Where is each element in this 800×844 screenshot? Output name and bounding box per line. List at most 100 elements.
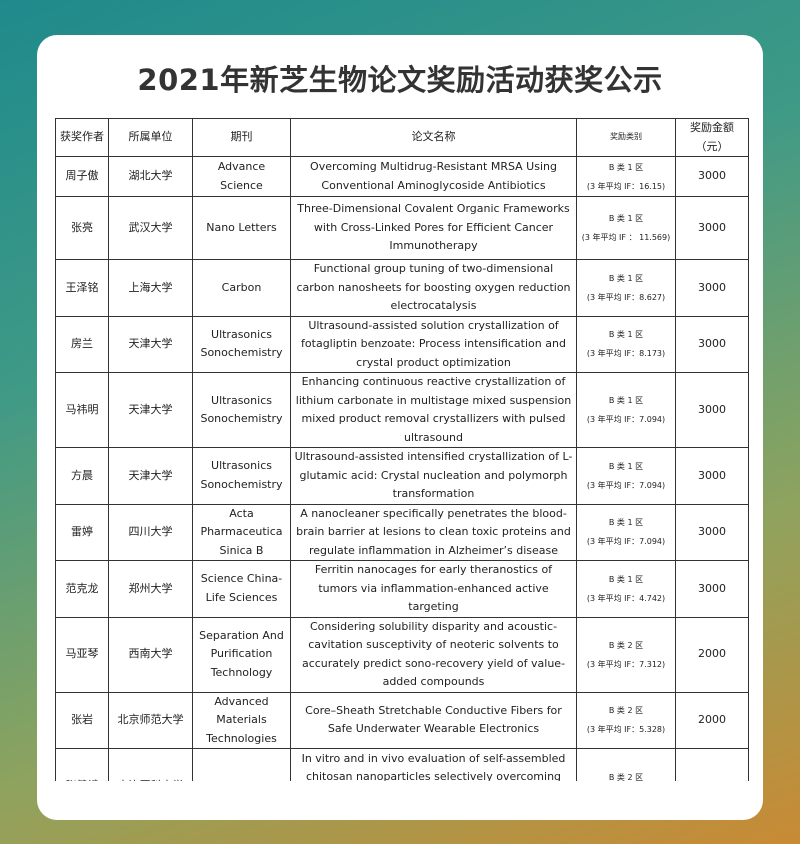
- awards-table-container: 获奖作者 所属单位 期刊 论文名称 奖励类别 奖励金额（元） 周子傲 湖北大学 Ad…: [55, 118, 749, 781]
- journal-cell: Science China- Life Sciences: [192, 560, 291, 618]
- journal-cell: Ultrasonics Sonochemistry: [192, 447, 291, 505]
- impact-factor: (3 年平均 IF：16.15): [586, 181, 666, 191]
- category-cell: B 类 1 区 (3 年平均 IF：16.15): [576, 156, 676, 197]
- paper-title-cell: Three-Dimensional Covalent Organic Frame…: [290, 196, 577, 260]
- paper-title-cell: Ultrasound-assisted intensified crystall…: [290, 447, 577, 505]
- journal-cell: Advance Science: [192, 156, 291, 197]
- amount-cell: 3000: [675, 503, 749, 561]
- impact-factor: (3 年平均 IF：7.312): [586, 659, 666, 669]
- category-label: B 类 1 区: [608, 461, 644, 471]
- unit-cell: 天津大学: [108, 447, 193, 505]
- unit-cell: 四川大学: [108, 503, 193, 561]
- impact-factor: (3 年平均 IF：5.328): [586, 725, 666, 735]
- amount-cell: 2000: [675, 691, 749, 749]
- unit-cell: 天津大学: [108, 372, 193, 448]
- amount-cell: 3000: [675, 259, 749, 317]
- author-cell: 张亮: [55, 196, 109, 260]
- author-cell: 王泽铭: [55, 259, 109, 317]
- paper-title-cell: Core–Sheath Stretchable Conductive Fiber…: [290, 691, 577, 749]
- impact-factor: (3 年平均 IF：8.173): [586, 349, 666, 359]
- impact-factor: (3 年平均 IF：8.627): [586, 292, 666, 302]
- unit-cell: 大连医科大学: [108, 748, 193, 781]
- amount-cell: 3000: [675, 447, 749, 505]
- author-cell: 马亚琴: [55, 616, 109, 693]
- table-row: 马祎明 天津大学 Ultrasonics Sonochemistry Enhancin…: [55, 372, 749, 448]
- paper-title-cell: Ultrasound-assisted solution crystalliza…: [290, 315, 577, 373]
- table-row: 王泽铭 上海大学 Carbon Functional group tuning of …: [55, 259, 749, 317]
- table-row: 房兰 天津大学 Ultrasonics Sonochemistry Ultrasoun…: [55, 315, 749, 373]
- category-label: B 类 1 区: [608, 396, 644, 405]
- unit-cell: 天津大学: [108, 315, 193, 373]
- header-author: 获奖作者: [55, 118, 109, 157]
- category-label: B 类 2 区: [608, 706, 644, 716]
- category-label: B 类 1 区: [608, 214, 644, 223]
- paper-title-cell: In vitro and in vivo evaluation of self-…: [290, 748, 577, 781]
- journal-cell: Drug Delivery: [192, 748, 291, 781]
- table-row: 周子傲 湖北大学 Advance Science Overcoming Multidr…: [55, 156, 749, 197]
- author-cell: 周子傲: [55, 156, 109, 197]
- amount-cell: 3000: [675, 315, 749, 373]
- journal-cell: Nano Letters: [192, 196, 291, 260]
- header-paper: 论文名称: [290, 118, 577, 157]
- category-label: B 类 1 区: [608, 330, 644, 340]
- journal-cell: Separation And Purification Technology: [192, 616, 291, 693]
- unit-cell: 武汉大学: [108, 196, 193, 260]
- paper-title-cell: Ferritin nanocages for early theranostic…: [290, 560, 577, 618]
- category-cell: B 类 1 区 (3 年平均 IF：7.094): [576, 372, 676, 448]
- author-cell: 马祎明: [55, 372, 109, 448]
- journal-cell: Ultrasonics Sonochemistry: [192, 372, 291, 448]
- category-cell: B 类 1 区 (3 年平均 IF ： 11.569): [576, 196, 676, 260]
- unit-cell: 郑州大学: [108, 560, 193, 618]
- category-label: B 类 2 区: [608, 772, 644, 782]
- category-cell: B 类 1 区 (3 年平均 IF：7.094): [576, 447, 676, 505]
- table-row: 张亮 武汉大学 Nano Letters Three-Dimensional Cova…: [55, 196, 749, 260]
- paper-title-cell: Considering solubility disparity and aco…: [290, 616, 577, 693]
- category-cell: B 类 1 区 (3 年平均 IF：7.094): [576, 503, 676, 561]
- journal-cell: Advanced Materials Technologies: [192, 691, 291, 749]
- paper-title-cell: Enhancing continuous reactive crystalliz…: [290, 372, 577, 448]
- category-label: B 类 1 区: [608, 574, 644, 584]
- author-cell: 房兰: [55, 315, 109, 373]
- unit-cell: 湖北大学: [108, 156, 193, 197]
- amount-cell: 2000: [675, 616, 749, 693]
- table-row: 方晨 天津大学 Ultrasonics Sonochemistry Ultrasoun…: [55, 447, 749, 505]
- category-label: B 类 1 区: [608, 518, 644, 528]
- unit-cell: 北京师范大学: [108, 691, 193, 749]
- impact-factor: (3 年平均 IF：4.742): [586, 593, 666, 603]
- journal-cell: Carbon: [192, 259, 291, 317]
- category-cell: B 类 1 区 (3 年平均 IF：8.173): [576, 315, 676, 373]
- unit-cell: 上海大学: [108, 259, 193, 317]
- header-journal: 期刊: [192, 118, 291, 157]
- header-amount: 奖励金额（元）: [675, 118, 749, 157]
- category-cell: B 类 2 区 (3 年平均 IF：5.328): [576, 691, 676, 749]
- table-row: 张岩 北京师范大学 Advanced Materials Technologies C…: [55, 691, 749, 749]
- table-row: 范克龙 郑州大学 Science China- Life Sciences Ferri…: [55, 560, 749, 618]
- category-cell: B 类 1 区 (3 年平均 IF：8.627): [576, 259, 676, 317]
- amount-cell: 3000: [675, 156, 749, 197]
- table-row: 张健斌大连医科大学Drug DeliveryIn vitro and in vi…: [55, 748, 749, 782]
- category-label: B 类 1 区: [608, 162, 644, 172]
- category-label: B 类 2 区: [608, 640, 644, 650]
- paper-title-cell: A nanocleaner specifically penetrates th…: [290, 503, 577, 561]
- category-cell: B 类 1 区 (3 年平均 IF：4.742): [576, 560, 676, 618]
- page-title: 2021年新芝生物论文奖励活动获奖公示: [137, 63, 663, 97]
- header-category: 奖励类别: [576, 118, 676, 157]
- announcement-card: 2021年新芝生物论文奖励活动获奖公示 获奖作者 所属单位 期刊 论文名称 奖励…: [37, 35, 763, 820]
- author-cell: 雷婷: [55, 503, 109, 561]
- impact-factor: (3 年平均 IF ： 11.569): [581, 233, 671, 242]
- author-cell: 方晨: [55, 447, 109, 505]
- amount-cell: 3000: [675, 196, 749, 260]
- journal-cell: Ultrasonics Sonochemistry: [192, 315, 291, 373]
- amount-cell: 3000: [675, 372, 749, 448]
- category-cell: B 类 2 区(3 年平均 IF： 5.05): [576, 748, 676, 782]
- header-unit: 所属单位: [108, 118, 193, 157]
- author-cell: 张健斌: [55, 748, 109, 781]
- category-label: B 类 1 区: [608, 273, 644, 283]
- impact-factor: (3 年平均 IF：7.094): [586, 480, 666, 490]
- table-row: 马亚琴 西南大学 Separation And Purification Techn…: [55, 616, 749, 693]
- impact-factor: (3 年平均 IF：7.094): [586, 537, 666, 547]
- impact-factor: (3 年平均 IF：7.094): [586, 415, 666, 424]
- paper-title-cell: Functional group tuning of two-dimension…: [290, 259, 577, 317]
- journal-cell: Acta Pharmaceutica Sinica B: [192, 503, 291, 561]
- awards-table: 获奖作者 所属单位 期刊 论文名称 奖励类别 奖励金额（元） 周子傲 湖北大学 Ad…: [55, 118, 749, 781]
